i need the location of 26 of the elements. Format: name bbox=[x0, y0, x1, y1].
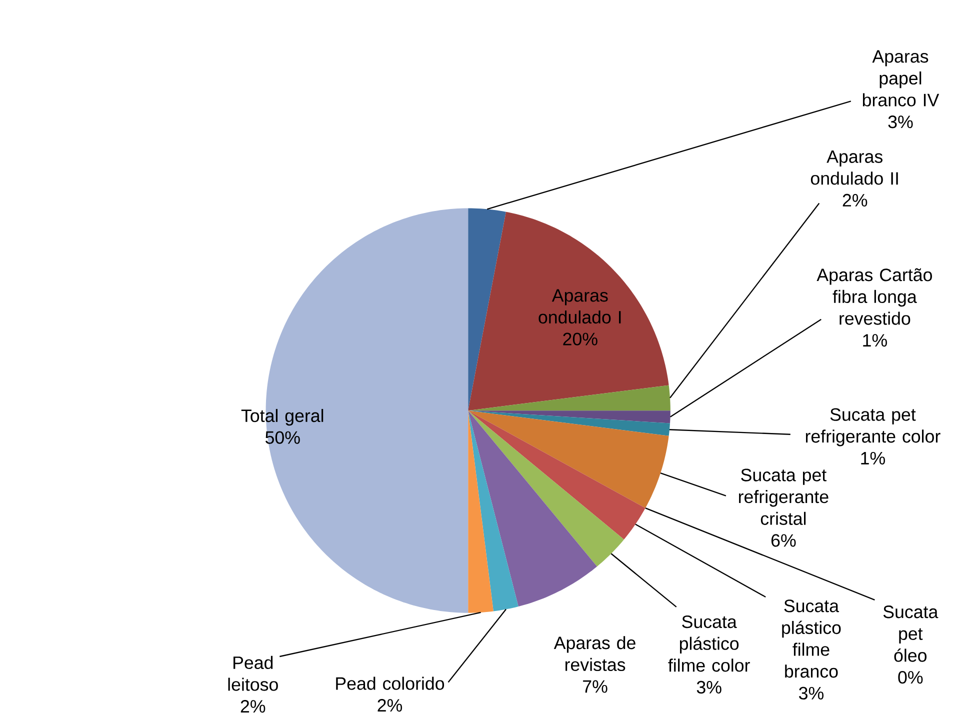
slice-label: Aparas papel branco IV bbox=[862, 50, 940, 106]
text: 0% bbox=[898, 671, 923, 684]
data-label: 2% bbox=[240, 700, 266, 713]
data-label: 2% bbox=[842, 194, 868, 207]
data-label: 3% bbox=[888, 116, 913, 128]
slice-label: Sucata pet refrigerante color bbox=[806, 408, 940, 446]
data-label: 50% bbox=[265, 431, 300, 444]
slice-label: Aparas de revistas bbox=[554, 636, 636, 672]
data-label: 2% bbox=[378, 699, 402, 712]
slice-label: Aparas ondulado II bbox=[810, 150, 898, 185]
data-label: 20% bbox=[563, 332, 598, 346]
data-label: 1% bbox=[863, 334, 887, 347]
slice-label: Aparas ondulado I bbox=[538, 289, 621, 324]
slice-label: Sucata pet refrigerante cristal bbox=[739, 468, 828, 526]
slice-label: Pead leitoso bbox=[228, 656, 278, 691]
slice-label: Sucata plástico filme branco bbox=[782, 600, 841, 678]
slice-label: Total geral bbox=[241, 408, 324, 426]
slice-label: Aparas Cartão fibra longa revestido bbox=[816, 268, 932, 325]
data-label: 3% bbox=[799, 686, 824, 700]
data-label: 3% bbox=[696, 680, 722, 694]
data-label: 7% bbox=[583, 680, 608, 693]
slice-label: Sucata plástico filme color bbox=[668, 616, 750, 672]
category-label: Sucata pet óleo bbox=[883, 606, 938, 662]
data-label: 6% bbox=[771, 534, 796, 547]
slice-label: Pead colorido bbox=[336, 676, 444, 690]
data-label: 1% bbox=[861, 452, 885, 464]
